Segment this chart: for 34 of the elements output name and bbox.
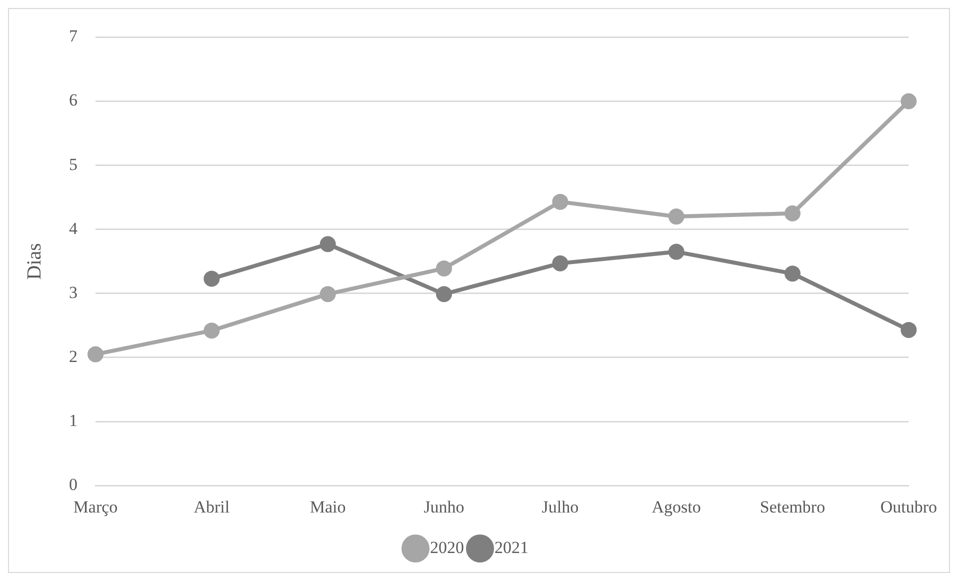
legend-label: 2021 xyxy=(494,538,528,557)
point xyxy=(784,266,801,282)
y-tick-label: 7 xyxy=(69,26,78,46)
x-tick-label: Abril xyxy=(194,497,230,516)
point xyxy=(900,322,917,338)
point xyxy=(784,205,801,222)
point xyxy=(320,286,336,302)
y-tick-label: 1 xyxy=(69,411,78,430)
point xyxy=(552,255,568,272)
point xyxy=(88,346,104,362)
y-tick-label: 0 xyxy=(69,475,78,494)
x-tick-label: Julho xyxy=(542,497,579,516)
x-tick-label: Março xyxy=(73,497,118,516)
point xyxy=(320,236,336,252)
y-tick-label: 6 xyxy=(69,90,78,110)
point xyxy=(552,194,568,210)
point xyxy=(204,322,220,339)
point xyxy=(436,260,452,276)
x-tick-label: Maio xyxy=(310,497,346,516)
x-tick-label: Junho xyxy=(424,497,464,516)
y-tick-label: 2 xyxy=(69,346,78,366)
point xyxy=(668,208,684,225)
legend-label: 2020 xyxy=(430,538,464,557)
point xyxy=(436,286,452,302)
point xyxy=(900,93,917,110)
y-tick-label: 5 xyxy=(69,154,78,174)
x-tick-label: Outubro xyxy=(880,497,938,516)
y-tick-label: 3 xyxy=(69,282,78,302)
x-tick-label: Setembro xyxy=(760,497,826,516)
y-axis-title: Dias xyxy=(23,242,46,280)
point xyxy=(204,270,220,287)
y-tick-label: 4 xyxy=(69,218,78,238)
x-tick-label: Agosto xyxy=(652,497,701,516)
point xyxy=(668,244,684,260)
